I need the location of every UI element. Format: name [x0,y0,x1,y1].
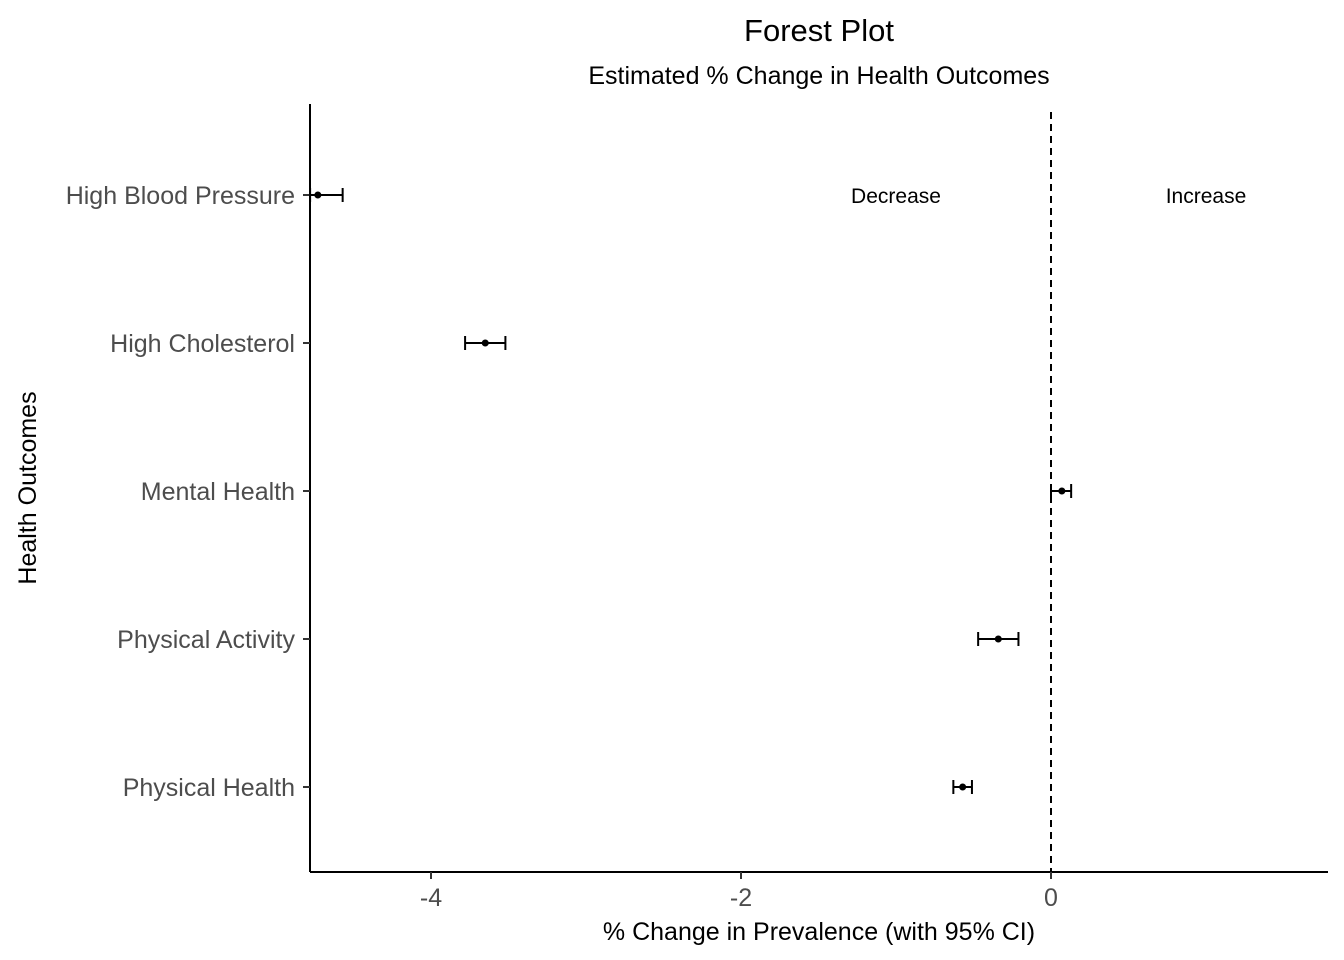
point-estimate [994,635,1002,643]
plot-area: -4 -2 0 High Blood Pressure High Cholesterol… [66,112,1247,912]
x-axis-title: % Change in Prevalence (with 95% CI) [603,918,1035,946]
y-axis-title: Health Outcomes [14,391,42,584]
point-estimate [481,339,489,347]
chart-subtitle: Estimated % Change in Health Outcomes [588,62,1049,90]
x-tick-label: -2 [730,884,752,912]
chart-title: Forest Plot [744,13,894,48]
x-tick-label: -4 [420,884,442,912]
annotation-decrease: Decrease [851,185,941,208]
y-tick-label: High Blood Pressure [66,182,295,210]
y-tick-label: Physical Activity [117,626,295,654]
point-estimate [959,783,967,791]
annotation-increase: Increase [1166,185,1247,208]
point-estimate [314,191,322,199]
point-estimate [1058,487,1066,495]
y-tick-label: Physical Health [123,774,295,802]
y-tick-label: High Cholesterol [110,330,295,358]
y-tick-label: Mental Health [141,478,295,506]
x-tick-label: 0 [1044,884,1058,912]
